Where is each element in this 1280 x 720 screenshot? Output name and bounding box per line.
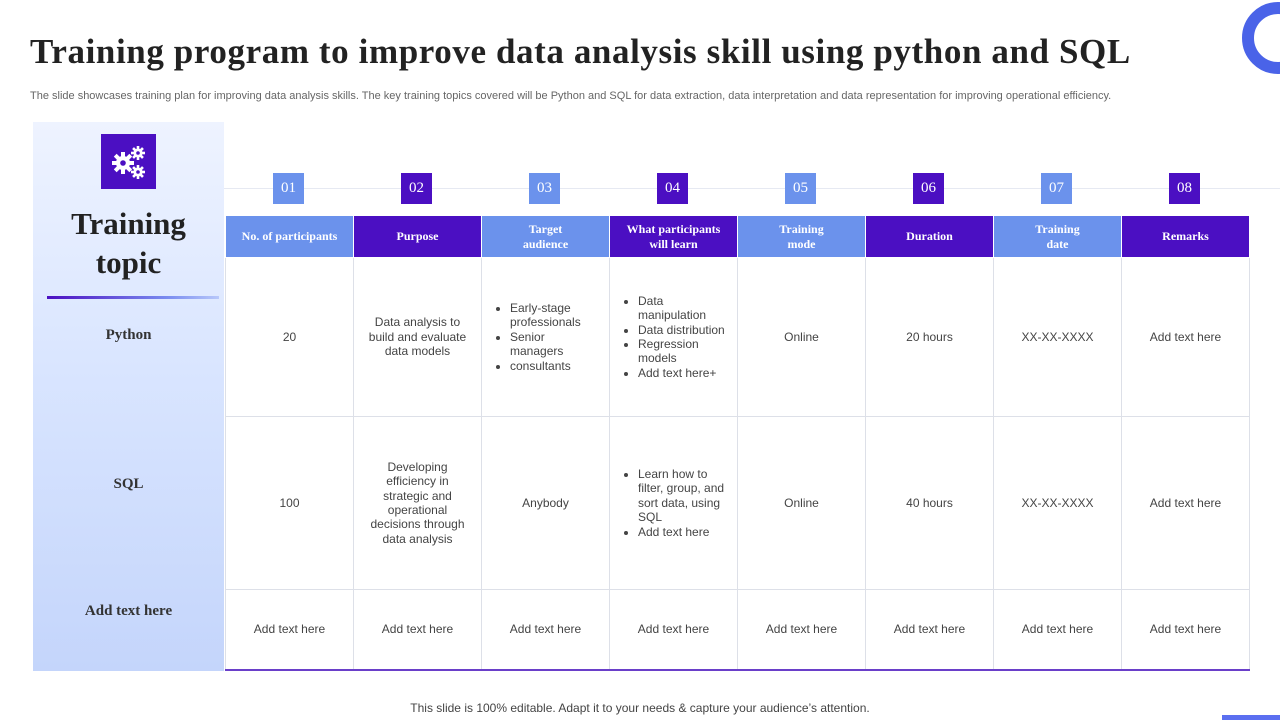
number-row-line (224, 188, 1280, 189)
column-number: 06 (913, 173, 944, 204)
heading-underline (47, 296, 219, 299)
list-item: consultants (510, 359, 601, 373)
cell-date: XX-XX-XXXX (993, 257, 1122, 417)
cell-mode: Online (737, 416, 866, 590)
topic-heading-line1: Training (71, 206, 186, 241)
cell-duration: Add text here (865, 589, 994, 671)
cell-learn: Learn how to filter, group, and sort dat… (609, 416, 738, 590)
topic-python: Python (105, 327, 152, 343)
header-date: Training date (993, 215, 1122, 258)
cell-date: Add text here (993, 589, 1122, 671)
column-number: 01 (273, 173, 304, 204)
cell-learn: Add text here (609, 589, 738, 671)
header-purpose: Purpose (353, 215, 482, 258)
column-number: 03 (529, 173, 560, 204)
column-number: 02 (401, 173, 432, 204)
column-number: 04 (657, 173, 688, 204)
cell-duration: 20 hours (865, 257, 994, 417)
header-duration: Duration (865, 215, 994, 258)
cell-participants: 100 (225, 416, 354, 590)
cell-audience: Early-stage professionals Senior manager… (481, 257, 610, 417)
page-title: Training program to improve data analysi… (30, 32, 1131, 71)
cell-purpose: Data analysis to build and evaluate data… (353, 257, 482, 417)
list-item: Add text here+ (638, 366, 729, 380)
cell-remarks: Add text here (1121, 589, 1250, 671)
topic-placeholder: Add text here (84, 603, 173, 619)
table-header-row: No. of participants Purpose Target audie… (225, 215, 1250, 258)
column-number: 05 (785, 173, 816, 204)
table-row-python: 20 Data analysis to build and evaluate d… (225, 257, 1250, 417)
list-item: Regression models (638, 337, 729, 366)
topic-heading: Training topic (33, 204, 224, 282)
list-item: Learn how to filter, group, and sort dat… (638, 467, 729, 525)
cell-remarks: Add text here (1121, 257, 1250, 417)
column-number: 08 (1169, 173, 1200, 204)
list-item: Senior managers (510, 330, 601, 359)
cell-date: XX-XX-XXXX (993, 416, 1122, 590)
cell-purpose: Add text here (353, 589, 482, 671)
cell-learn: Data manipulation Data distribution Regr… (609, 257, 738, 417)
header-learn: What participants will learn (609, 215, 738, 258)
topic-sql: SQL (113, 476, 144, 492)
footer-note: This slide is 100% editable. Adapt it to… (410, 701, 870, 715)
cell-participants: 20 (225, 257, 354, 417)
cell-audience: Anybody (481, 416, 610, 590)
column-number: 07 (1041, 173, 1072, 204)
cell-audience: Add text here (481, 589, 610, 671)
table-row-sql: 100 Developing efficiency in strategic a… (225, 416, 1250, 590)
cell-duration: 40 hours (865, 416, 994, 590)
corner-bar-decoration (1222, 715, 1280, 720)
corner-decoration (1242, 2, 1280, 74)
gears-icon (101, 134, 156, 189)
cell-remarks: Add text here (1121, 416, 1250, 590)
list-item: Add text here (638, 525, 729, 539)
page-subtitle: The slide showcases training plan for im… (30, 90, 1112, 102)
cell-participants: Add text here (225, 589, 354, 671)
header-remarks: Remarks (1121, 215, 1250, 258)
topic-panel: Training topic Python SQL Add text here (33, 122, 224, 671)
cell-mode: Add text here (737, 589, 866, 671)
table-row-placeholder: Add text here Add text here Add text her… (225, 589, 1250, 671)
training-table: No. of participants Purpose Target audie… (225, 215, 1250, 671)
header-participants: No. of participants (225, 215, 354, 258)
topic-heading-line2: topic (95, 245, 162, 280)
header-mode: Training mode (737, 215, 866, 258)
list-item: Data manipulation (638, 294, 729, 323)
header-audience: Target audience (481, 215, 610, 258)
cell-purpose: Developing efficiency in strategic and o… (353, 416, 482, 590)
list-item: Data distribution (638, 323, 729, 337)
list-item: Early-stage professionals (510, 301, 601, 330)
cell-mode: Online (737, 257, 866, 417)
